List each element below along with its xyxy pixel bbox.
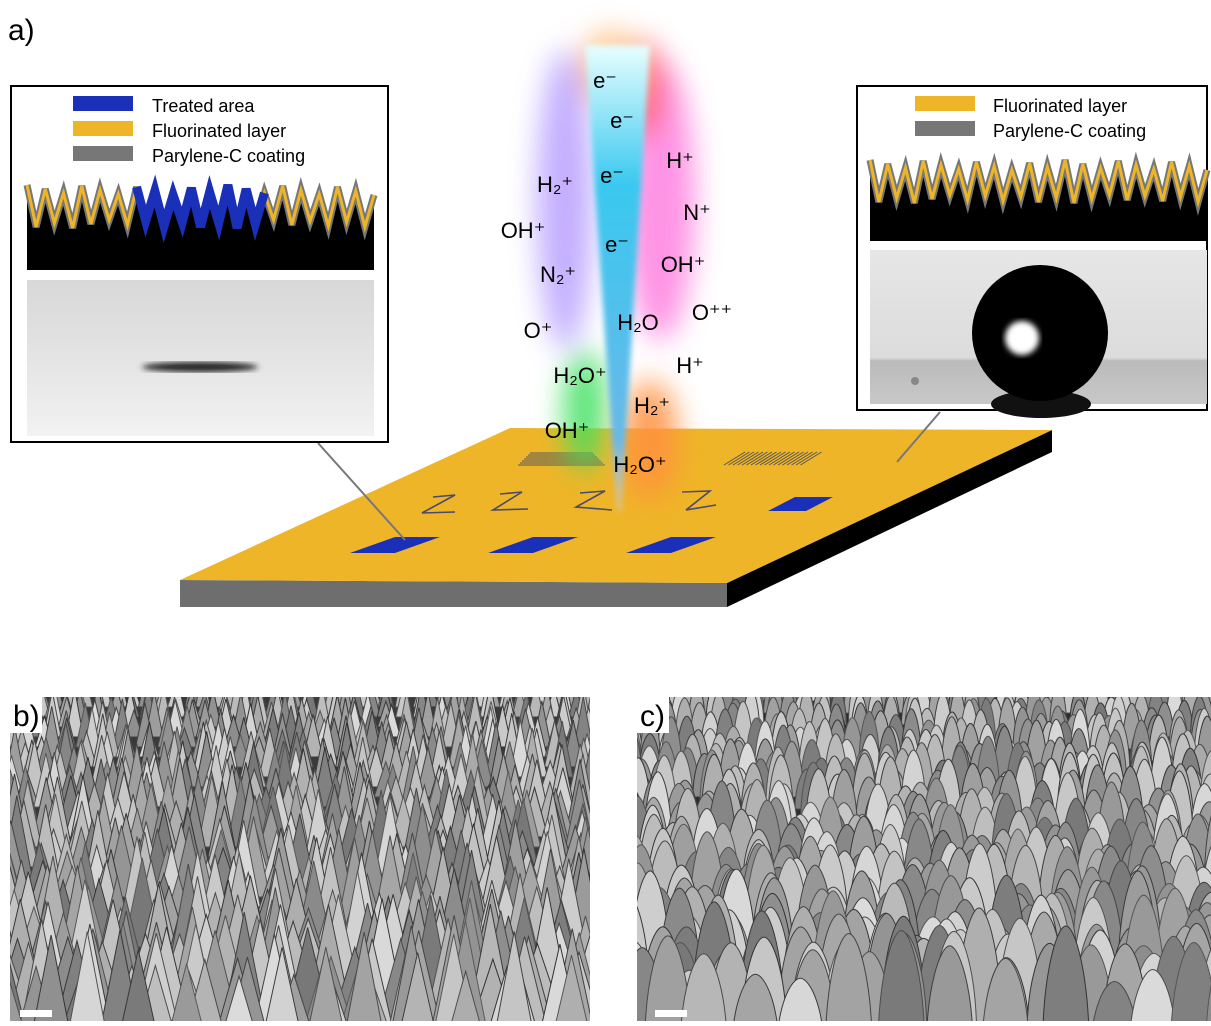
species-label: e⁻ bbox=[600, 163, 624, 188]
species-label: H₂⁺ bbox=[537, 172, 573, 197]
panel-label: b) bbox=[13, 700, 40, 733]
sem-image: c) bbox=[587, 643, 1211, 1021]
sem-image: b) bbox=[0, 643, 640, 1021]
species-label: e⁻ bbox=[593, 68, 617, 93]
species-label: H₂O bbox=[617, 310, 659, 335]
legend-label: Treated area bbox=[152, 96, 255, 116]
legend-label: Fluorinated layer bbox=[993, 96, 1127, 116]
right-inset: Fluorinated layer Parylene-C coating bbox=[857, 86, 1207, 418]
panel-label: a) bbox=[8, 14, 35, 47]
species-label: OH⁺ bbox=[545, 418, 590, 443]
left-inset: Treated area Fluorinated layer Parylene-… bbox=[11, 86, 388, 442]
figure: a) e⁻e⁻H⁺H₂⁺e⁻N⁺OH⁺e⁻OH⁺N₂⁺O⁺⁺O⁺H₂OH⁺H₂O… bbox=[0, 0, 1211, 1021]
species-label: H⁺ bbox=[676, 353, 704, 378]
legend-label: Fluorinated layer bbox=[152, 121, 286, 141]
legend-label: Parylene-C coating bbox=[993, 121, 1146, 141]
species-label: e⁻ bbox=[610, 108, 634, 133]
species-label: OH⁺ bbox=[501, 218, 546, 243]
species-label: H₂O⁺ bbox=[553, 363, 606, 388]
species-label: e⁻ bbox=[605, 232, 629, 257]
species-label: H₂O⁺ bbox=[613, 452, 666, 477]
panel-label: c) bbox=[640, 700, 665, 733]
species-label: H⁺ bbox=[666, 148, 694, 173]
species-label: N⁺ bbox=[683, 200, 711, 225]
legend-label: Parylene-C coating bbox=[152, 146, 305, 166]
species-label: O⁺⁺ bbox=[692, 300, 732, 325]
species-label: O⁺ bbox=[524, 318, 553, 343]
species-label: OH⁺ bbox=[661, 252, 706, 277]
species-label: N₂⁺ bbox=[540, 262, 576, 287]
species-label: H₂⁺ bbox=[634, 393, 670, 418]
